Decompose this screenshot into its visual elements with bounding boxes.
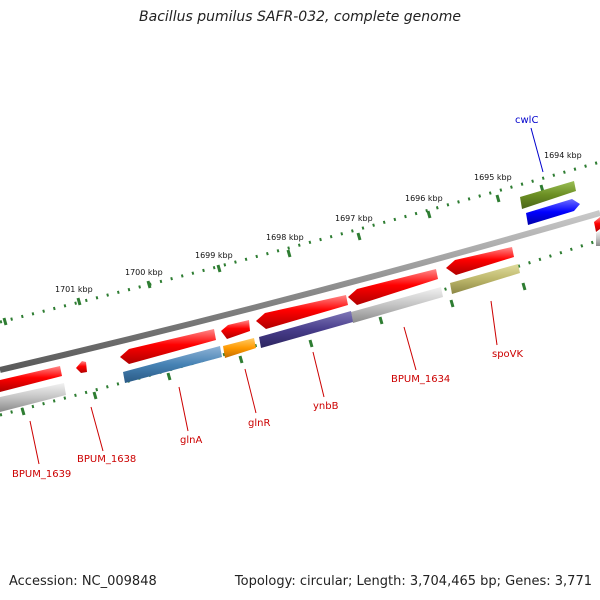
gene-cds-spoVK [450,264,520,294]
ruler-label-1699: 1699 kbp [195,251,233,260]
gene-label-spoVK: spoVK [492,349,524,360]
ruler-label-1701: 1701 kbp [55,285,93,294]
ruler-label-1694: 1694 kbp [544,151,582,160]
ruler-label-1695: 1695 kbp [474,173,512,182]
gene-arrow-cwlC [526,199,580,225]
outer-ruler-dots [0,160,600,324]
gene-arrow-BPUM_1638 [76,361,87,373]
label-leader-lines [29,127,544,465]
gene-arrow-ynbB [256,295,348,329]
gene-arrow-BPUM_1639 [0,366,62,392]
ruler-label-1697: 1697 kbp [335,214,373,223]
ruler-major-ticks [2,184,545,326]
gene-cds-BPUM_1634 [351,287,443,323]
accession-label: Accession: NC_009848 [9,574,157,589]
gene-cds-BPUM_1639 [0,383,66,412]
gene-cds-cwlC [520,181,576,209]
ruler-label-1700: 1700 kbp [125,268,163,277]
gene-arrow-glnA [120,329,216,364]
gene-label-BPUM_1639: BPUM_1639 [12,469,71,480]
gene-arrow-spoVK [446,247,514,275]
map-title: Bacillus pumilus SAFR-032, complete geno… [139,9,461,25]
gene-label-ynbB: ynbB [313,401,339,412]
gene-cds-glnR [223,338,256,358]
gene-label-glnA: glnA [180,435,202,446]
ruler-label-1696: 1696 kbp [405,194,443,203]
gene-label-cwlC: cwlC [515,115,538,126]
inner-ruler-major-ticks [20,282,527,416]
gene-arrow-glnR [221,320,250,339]
gene-features [0,181,600,412]
gene-label-BPUM_1634: BPUM_1634 [391,374,450,385]
genome-summary: Topology: circular; Length: 3,704,465 bp… [234,574,592,589]
gene-arrow-partial-right [594,217,600,232]
gene-label-BPUM_1638: BPUM_1638 [77,454,136,465]
gene-arrow-BPUM_1634 [348,269,438,305]
ruler-label-1698: 1698 kbp [266,233,304,242]
gene-cds-ynbB [259,311,353,348]
gene-cds-glnA [123,346,222,383]
genome-backbone [0,210,600,373]
gene-label-glnR: glnR [248,418,270,429]
backbone-edge [596,231,600,246]
